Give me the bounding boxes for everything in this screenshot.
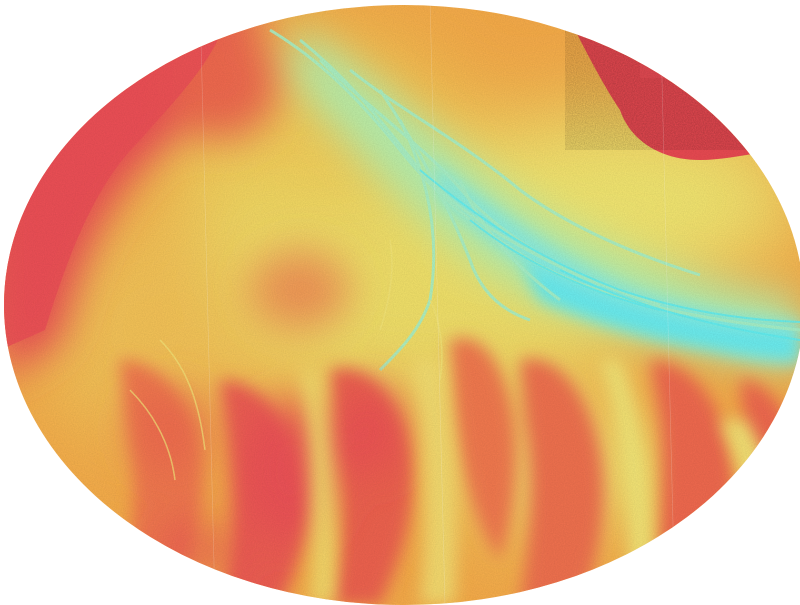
map-view[interactable] <box>0 0 800 605</box>
map-layer <box>4 5 800 605</box>
elevation-map[interactable] <box>0 0 800 605</box>
